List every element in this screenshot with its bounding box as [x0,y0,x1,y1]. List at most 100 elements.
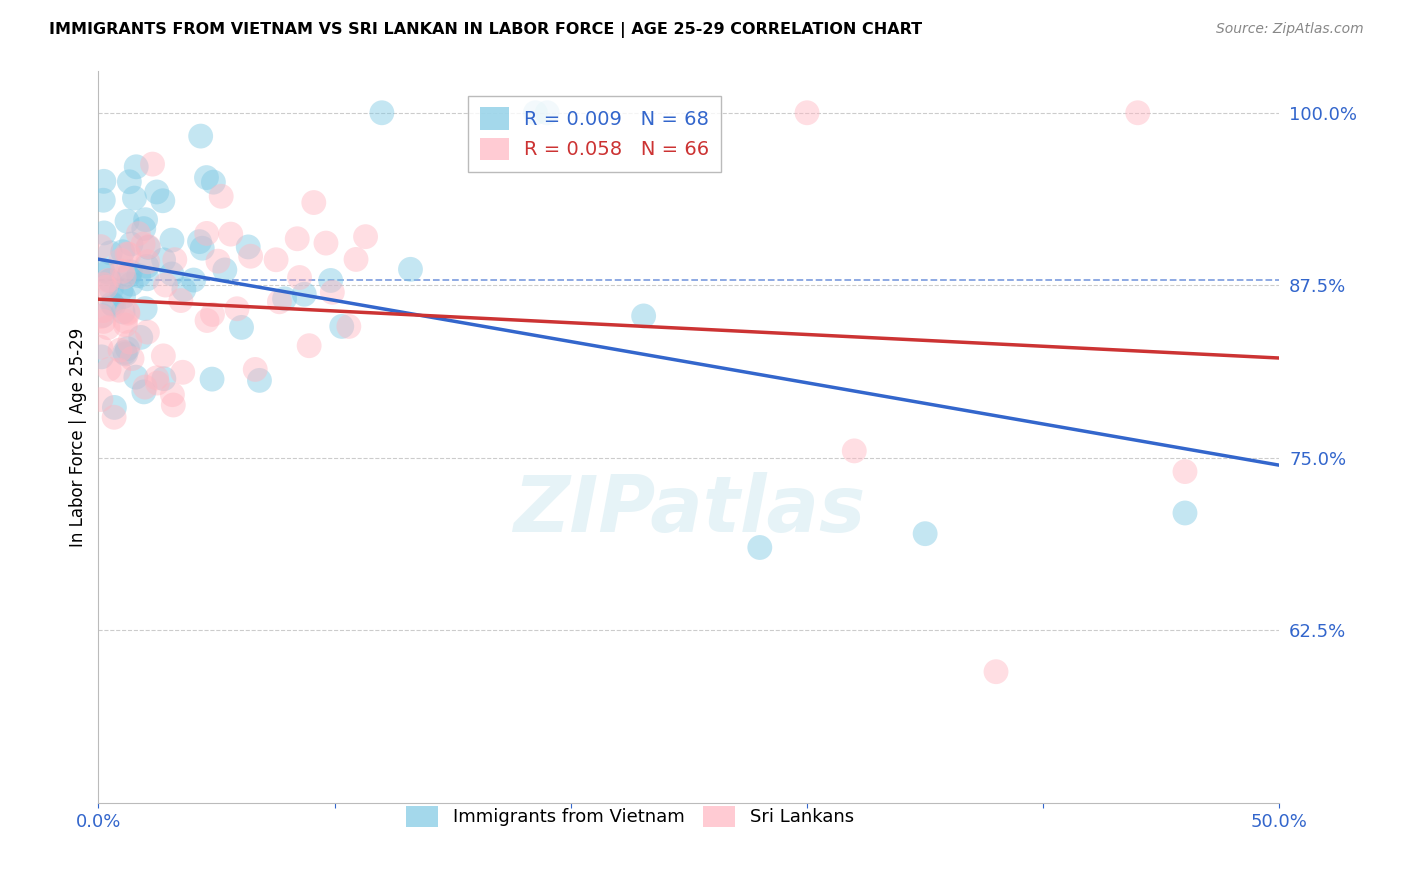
Point [110,253,132,268]
Point [984,665,1007,679]
Point [93,277,115,292]
Point [118,175,141,189]
Point [399,262,422,277]
Point [114,345,136,359]
Point [117,342,139,356]
Point [302,195,325,210]
Text: Source: ZipAtlas.com: Source: ZipAtlas.com [1216,22,1364,37]
Point [207,254,229,268]
Point [111,264,134,278]
Point [91,193,114,207]
Point [125,160,148,174]
Point [111,244,134,259]
Point [273,292,295,306]
Point [112,289,135,303]
Point [344,252,367,267]
Point [108,343,131,358]
Point [124,191,146,205]
Point [292,287,315,301]
Point [321,285,343,300]
Point [129,330,152,344]
Point [162,398,184,412]
Point [134,380,156,394]
Point [127,227,149,241]
Y-axis label: In Labor Force | Age 25-29: In Labor Force | Age 25-29 [69,327,87,547]
Point [190,129,212,144]
Point [132,384,155,399]
Point [90,350,112,364]
Point [231,320,253,334]
Point [112,305,135,319]
Point [195,227,218,241]
Point [118,268,141,282]
Point [114,314,136,328]
Point [98,274,121,288]
Point [136,272,159,286]
Point [107,363,129,377]
Point [354,229,377,244]
Point [90,310,112,324]
Point [155,278,177,293]
Point [145,371,167,385]
Point [288,270,311,285]
Point [226,301,249,316]
Point [100,282,122,296]
Point [330,319,353,334]
Point [633,309,655,323]
Point [101,296,124,310]
Point [136,325,159,339]
Point [201,372,224,386]
Point [238,240,260,254]
Point [90,392,112,407]
Point [135,212,157,227]
Point [536,105,558,120]
Point [103,410,125,425]
Point [160,267,183,281]
Point [319,273,342,287]
Point [118,247,141,261]
Point [239,249,262,263]
Point [136,240,159,254]
Point [337,319,360,334]
Point [91,303,114,318]
Point [115,214,138,228]
Point [112,269,135,284]
Point [98,362,121,376]
Point [93,314,115,328]
Point [114,318,136,332]
Point [1174,506,1197,520]
Point [195,170,218,185]
Point [91,309,114,323]
Point [134,301,156,316]
Point [162,387,184,401]
Point [371,105,394,120]
Point [120,237,142,252]
Point [146,376,169,390]
Point [136,254,159,268]
Point [128,268,150,283]
Point [132,221,155,235]
Point [195,313,218,327]
Point [172,365,194,379]
Point [245,362,267,376]
Point [152,252,174,267]
Point [152,194,174,208]
Point [115,247,138,261]
Point [153,372,176,386]
Point [201,308,224,322]
Point [103,401,125,415]
Point [524,105,547,120]
Point [132,237,155,252]
Point [146,185,169,199]
Point [914,526,936,541]
Text: IMMIGRANTS FROM VIETNAM VS SRI LANKAN IN LABOR FORCE | AGE 25-29 CORRELATION CHA: IMMIGRANTS FROM VIETNAM VS SRI LANKAN IN… [49,22,922,38]
Point [160,233,183,247]
Point [191,241,214,255]
Point [249,373,271,387]
Point [93,174,115,188]
Point [269,294,291,309]
Point [120,277,142,292]
Point [90,340,112,354]
Point [118,334,141,349]
Point [748,541,770,555]
